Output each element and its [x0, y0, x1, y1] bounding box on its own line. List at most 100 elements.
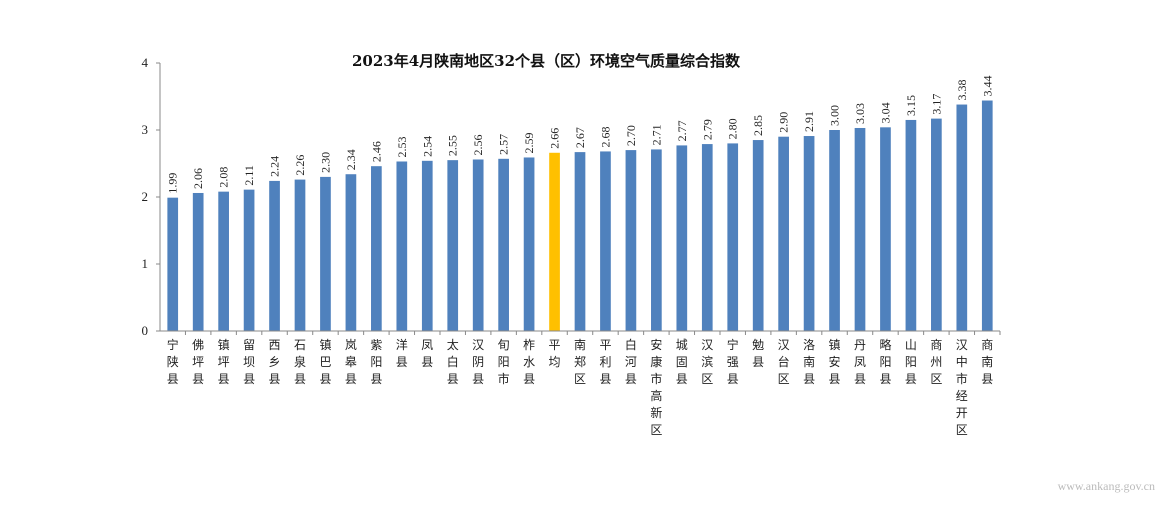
value-label: 3.00	[828, 105, 842, 126]
bar	[396, 161, 408, 331]
category-label: 汉中市经开区	[956, 338, 968, 437]
value-label: 3.15	[904, 95, 918, 116]
value-label: 2.46	[369, 141, 383, 162]
bar	[447, 160, 459, 331]
y-axis: 0 1 2 3 4	[142, 55, 161, 338]
bar	[294, 179, 306, 331]
bar	[320, 176, 331, 331]
value-label: 3.17	[929, 94, 943, 115]
value-label: 2.57	[497, 134, 511, 155]
category-label: 山阳县	[905, 338, 917, 386]
category-label: 白河县	[625, 337, 637, 386]
bar	[676, 145, 688, 331]
category-label: 岚皋县	[345, 338, 357, 386]
bar	[498, 158, 509, 331]
value-labels: 1.99 2.06 2.08 2.11 2.24 2.26 2.30 2.34 2.46 2.53…	[166, 76, 995, 194]
category-label: 城固县	[676, 338, 688, 386]
category-label: 太白县	[447, 337, 459, 386]
bar	[523, 157, 535, 331]
category-label: 柞水县	[523, 337, 535, 386]
value-label: 2.06	[191, 168, 205, 189]
bar	[218, 191, 229, 331]
value-label: 2.91	[802, 111, 816, 132]
bar	[421, 160, 433, 331]
y-tick-label: 1	[142, 256, 149, 271]
value-label: 2.68	[598, 126, 612, 147]
category-label: 镇巴县	[319, 338, 331, 386]
value-label: 3.03	[853, 103, 867, 124]
value-label: 3.44	[980, 76, 994, 97]
bar	[701, 144, 713, 331]
category-label: 佛坪县	[192, 338, 204, 386]
category-label: 凤县	[421, 338, 433, 369]
watermark: www.ankang.gov.cn	[1058, 479, 1155, 493]
value-label: 2.08	[217, 167, 231, 188]
value-label: 2.34	[344, 149, 358, 170]
bar	[345, 174, 357, 331]
bar	[167, 197, 179, 331]
bar-average	[549, 152, 560, 331]
category-label: 汉台区	[778, 338, 790, 386]
category-label: 紫阳县	[370, 338, 382, 386]
value-label: 2.80	[726, 118, 740, 139]
y-tick-label: 2	[142, 189, 149, 204]
value-label: 2.26	[293, 155, 307, 176]
category-label: 汉滨区	[701, 338, 713, 386]
category-label: 安康市高新区	[650, 337, 662, 437]
category-label: 镇安县	[829, 338, 841, 386]
bar	[192, 192, 204, 331]
bar	[829, 130, 840, 331]
bar	[269, 180, 280, 331]
category-label: 汉阴县	[472, 338, 484, 386]
value-label: 2.56	[471, 134, 485, 155]
category-label: 平均	[549, 338, 561, 369]
bar	[371, 166, 382, 331]
category-label: 洋县	[396, 337, 408, 369]
category-label: 宁强县	[727, 337, 739, 386]
category-label: 平利县	[599, 338, 611, 386]
value-label: 3.38	[955, 80, 969, 101]
bar	[880, 127, 891, 331]
bar	[625, 150, 637, 331]
bar	[931, 118, 942, 331]
value-label: 2.59	[522, 132, 536, 153]
value-label: 3.04	[878, 102, 892, 123]
value-label: 2.55	[446, 135, 460, 156]
value-label: 2.30	[318, 152, 332, 173]
value-label: 2.79	[700, 119, 714, 140]
bar	[905, 119, 917, 331]
bar	[472, 159, 484, 331]
category-label: 石泉县	[294, 338, 306, 386]
value-label: 2.90	[777, 112, 791, 133]
bar	[600, 151, 611, 331]
value-label: 2.66	[548, 128, 562, 149]
category-label: 宁陕县	[167, 337, 179, 386]
category-label: 镇坪县	[218, 338, 230, 386]
y-tick-label: 0	[142, 323, 149, 338]
y-tick-label: 4	[142, 55, 149, 70]
bar	[854, 127, 866, 332]
value-label: 2.85	[751, 115, 765, 136]
category-label: 南郑区	[574, 337, 586, 386]
category-label: 勉县	[752, 338, 764, 369]
category-label: 洛南县	[803, 337, 815, 386]
category-label: 丹凤县	[854, 338, 866, 386]
value-label: 1.99	[166, 173, 180, 194]
value-label: 2.53	[395, 136, 409, 157]
value-label: 2.71	[649, 124, 663, 145]
value-label: 2.67	[573, 127, 587, 148]
bar	[981, 100, 993, 332]
value-label: 2.70	[624, 125, 638, 146]
category-label: 留坝县	[243, 338, 255, 386]
chart-title: 2023年4月陕南地区32个县（区）环境空气质量综合指数	[352, 52, 741, 70]
bar	[651, 149, 662, 331]
bar	[803, 136, 815, 331]
bar	[752, 140, 764, 331]
bars	[167, 100, 993, 332]
bar	[778, 136, 789, 331]
category-label: 西乡县	[269, 338, 281, 386]
bar	[956, 104, 968, 331]
value-label: 2.77	[675, 120, 689, 141]
